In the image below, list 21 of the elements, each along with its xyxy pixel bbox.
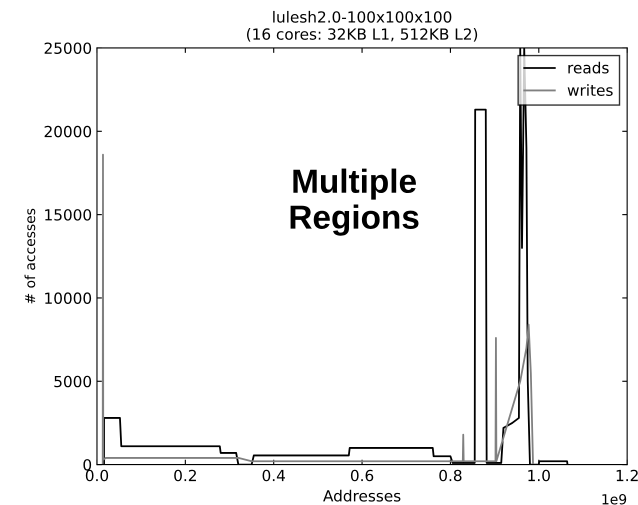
y-axis-title: # of accesses bbox=[24, 208, 36, 304]
x-tick-label: 0.8 bbox=[439, 470, 462, 482]
y-tick-label: 15000 bbox=[45, 209, 92, 221]
x-tick-label: 1.0 bbox=[528, 470, 550, 482]
chart-title: lulesh2.0-100x100x100 (16 cores: 32KB L1, 512KB L2) bbox=[247, 10, 478, 42]
x-tick-label: 0.6 bbox=[350, 470, 374, 482]
annotation: Multiple Regions bbox=[290, 168, 418, 236]
line-series bbox=[102, 154, 534, 465]
y-tick-label: 20000 bbox=[44, 126, 92, 138]
legend-label: writes bbox=[568, 84, 613, 96]
x-tick-label: 0.4 bbox=[262, 470, 285, 482]
x-tick-label: 1.2 bbox=[616, 470, 638, 482]
x-tick-label: 0.2 bbox=[174, 470, 196, 482]
y-tick-label: 25000 bbox=[44, 42, 92, 54]
y-tick-label: 0 bbox=[83, 459, 92, 471]
legend-label: reads bbox=[568, 62, 609, 74]
x-tick-label: 0.0 bbox=[86, 470, 108, 482]
x-axis-title: Addresses bbox=[323, 490, 400, 502]
y-tick-label: 10000 bbox=[45, 292, 92, 304]
y-tick-label: 5000 bbox=[54, 376, 92, 388]
text: 1e9 bbox=[602, 494, 626, 505]
